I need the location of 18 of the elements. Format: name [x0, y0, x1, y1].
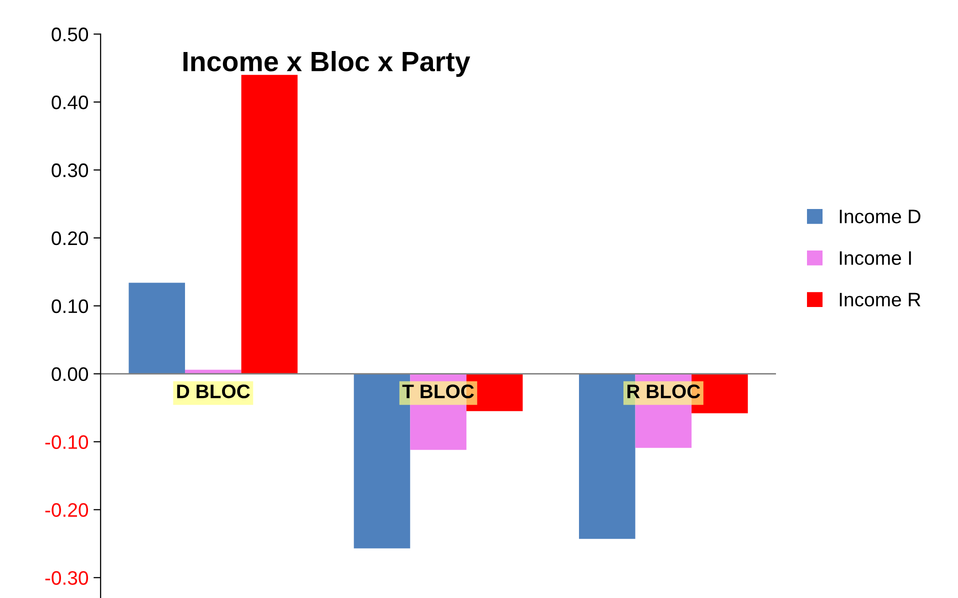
bar: [128, 282, 186, 374]
bar: [241, 74, 298, 374]
legend-label: Income I: [840, 251, 911, 265]
y-tick-label: 0.20: [52, 231, 88, 246]
y-tick-label: 0.10: [52, 299, 88, 314]
y-tick-label: 0.40: [52, 95, 88, 110]
x-tick-label: T BLOC: [402, 384, 474, 398]
y-tick-label: 0.30: [52, 163, 88, 178]
y-tick-label: -0.10: [45, 435, 88, 449]
x-tick-label: D BLOC: [177, 384, 250, 398]
legend-label: Income D: [840, 210, 920, 224]
x-tick-label: R BLOC: [627, 384, 700, 398]
text: Income x Bloc x Party: [183, 51, 470, 77]
y-tick-label: -0.30: [45, 571, 88, 585]
legend-label: Income R: [840, 292, 920, 306]
y-tick-label: 0.00: [52, 367, 88, 382]
y-tick-label: 0.50: [52, 28, 88, 42]
y-tick-label: -0.20: [45, 503, 88, 517]
